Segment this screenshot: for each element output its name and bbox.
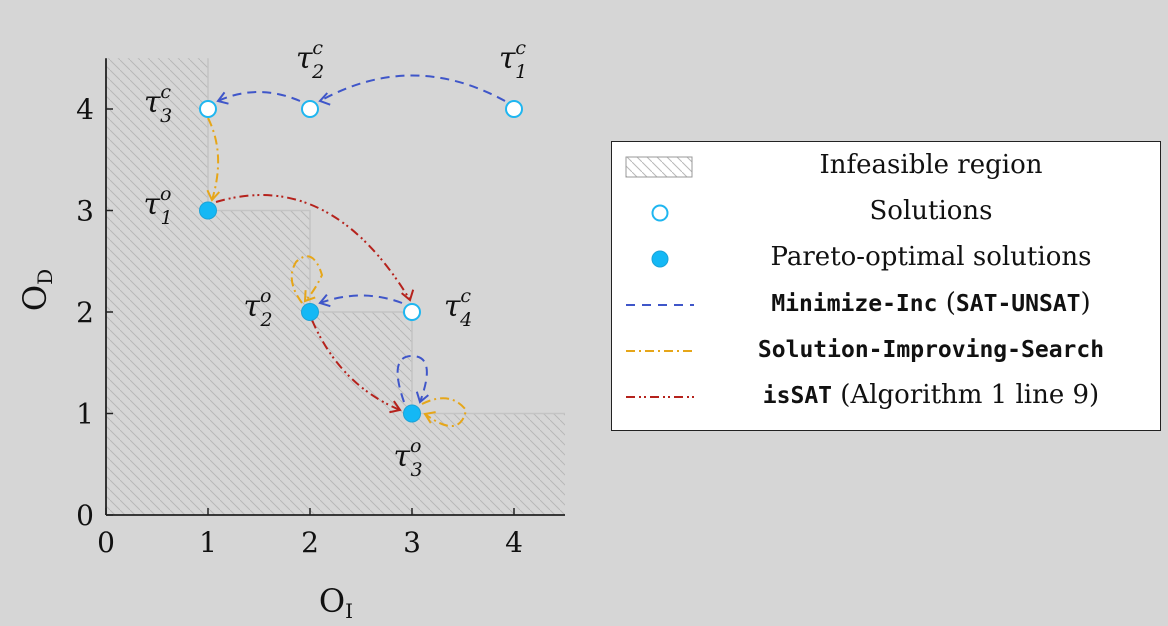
y-tick-label: 2 bbox=[76, 296, 94, 329]
solution-point bbox=[199, 100, 217, 118]
transition-arrow bbox=[215, 194, 411, 301]
x-tick-label: 0 bbox=[97, 526, 115, 559]
legend-code-minimize-inc: Minimize-Inc bbox=[771, 291, 938, 317]
x-tick-label: 4 bbox=[505, 526, 523, 559]
transition-arrowhead bbox=[415, 391, 429, 404]
transition-arrow bbox=[319, 294, 403, 304]
point-label: τo 1 bbox=[143, 183, 172, 229]
legend-blue-dashed-line bbox=[626, 304, 694, 306]
transition-arrow bbox=[290, 255, 324, 304]
x-axis-label: OI bbox=[319, 582, 353, 623]
transition-arrowhead bbox=[401, 289, 415, 302]
y-tick-label: 4 bbox=[76, 93, 94, 126]
legend-label-solution-improving: Solution-Improving-Search bbox=[708, 334, 1154, 364]
y-tick-label: 1 bbox=[76, 398, 94, 431]
transition-arrowhead bbox=[216, 91, 229, 105]
transition-arrow bbox=[217, 91, 301, 102]
legend-entry-issat: isSAT (Algorithm 1 line 9) bbox=[612, 374, 1162, 420]
pareto-point bbox=[403, 404, 421, 423]
legend-label-pareto: Pareto-optimal solutions bbox=[770, 242, 1092, 272]
solution-point bbox=[403, 303, 421, 321]
legend-entry-pareto: Pareto-optimal solutions bbox=[612, 236, 1162, 282]
transition-arrow bbox=[311, 319, 401, 411]
transition-arrowhead bbox=[206, 189, 221, 202]
y-axis-label: OD bbox=[16, 269, 57, 311]
infeasible-region bbox=[106, 58, 565, 515]
legend-entry-solution-improving: Solution-Improving-Search bbox=[612, 328, 1162, 374]
legend-label-minimize-inc: Minimize-Inc (SAT-UNSAT) bbox=[708, 288, 1154, 318]
legend-filled-circle-icon bbox=[651, 250, 669, 268]
pareto-point bbox=[301, 303, 319, 321]
transition-arrowhead bbox=[318, 294, 331, 308]
legend-label-issat: isSAT (Algorithm 1 line 9) bbox=[708, 380, 1154, 410]
solution-point bbox=[301, 100, 319, 118]
transition-arrow bbox=[319, 74, 506, 102]
legend-hollow-circle-icon bbox=[651, 204, 669, 222]
legend-code-issat: isSAT bbox=[762, 383, 833, 409]
legend-entry-solutions: Solutions bbox=[612, 190, 1162, 236]
transition-arrow bbox=[421, 397, 468, 427]
legend-entry-minimize-inc: Minimize-Inc (SAT-UNSAT) bbox=[612, 282, 1162, 328]
legend-code-sat-unsat: SAT-UNSAT bbox=[955, 291, 1081, 317]
legend-open-paren: ( bbox=[937, 288, 956, 318]
chart-legend: Infeasible region Solutions Pareto-optim… bbox=[611, 141, 1161, 431]
legend-entry-infeasible: Infeasible region bbox=[612, 144, 1162, 190]
point-label: τo 3 bbox=[393, 435, 422, 481]
legend-red-dashdotdot-line bbox=[626, 396, 694, 398]
legend-code-solution-improving: Solution-Improving-Search bbox=[757, 337, 1105, 363]
legend-issat-rest: (Algorithm 1 line 9) bbox=[832, 380, 1100, 410]
transition-arrow bbox=[207, 117, 220, 201]
point-label: τc 3 bbox=[144, 81, 172, 127]
transition-arrowhead bbox=[318, 92, 331, 106]
y-tick-label: 3 bbox=[76, 195, 94, 228]
legend-label-infeasible: Infeasible region bbox=[819, 150, 1043, 180]
legend-orange-dashdot-line bbox=[626, 350, 694, 352]
point-label: τc 1 bbox=[499, 37, 527, 83]
legend-hatch-swatch bbox=[625, 156, 693, 178]
transition-arrow bbox=[396, 354, 428, 403]
transition-arrowhead bbox=[423, 411, 436, 424]
solution-point bbox=[505, 100, 523, 118]
x-tick-label: 2 bbox=[301, 526, 319, 559]
transition-arrowhead bbox=[303, 290, 316, 303]
legend-close-paren: ) bbox=[1080, 288, 1091, 318]
point-label: τc 4 bbox=[444, 285, 472, 331]
point-label: τo 2 bbox=[243, 285, 272, 331]
legend-label-solutions: Solutions bbox=[869, 196, 993, 226]
y-tick-label: 0 bbox=[76, 499, 94, 532]
x-tick-label: 3 bbox=[403, 526, 421, 559]
x-tick-label: 1 bbox=[199, 526, 217, 559]
pareto-point bbox=[199, 201, 217, 220]
point-label: τc 2 bbox=[296, 37, 324, 83]
transition-arrowhead bbox=[389, 400, 402, 414]
